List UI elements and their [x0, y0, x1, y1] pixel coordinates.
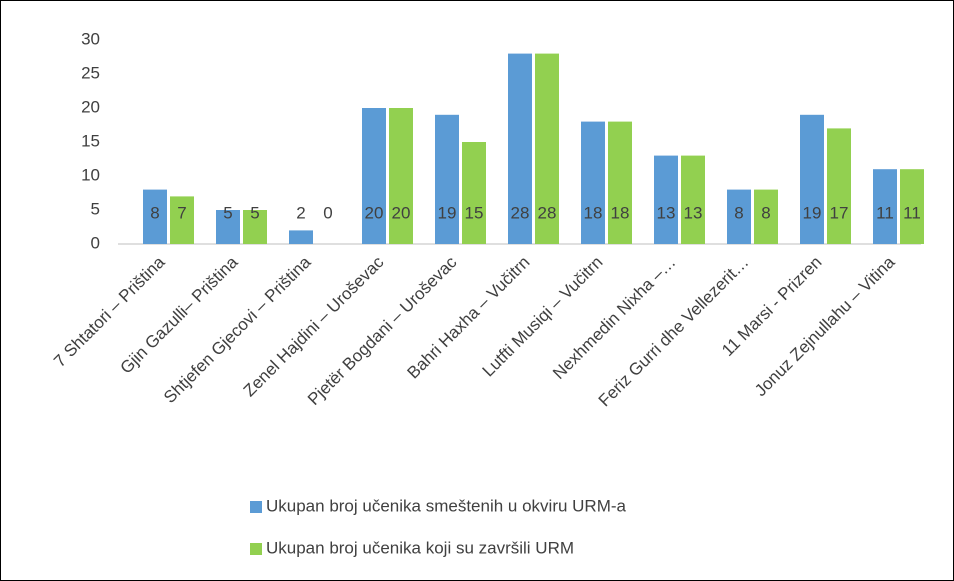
- bar: [289, 230, 313, 244]
- y-tick-label: 0: [91, 233, 100, 252]
- bar: [243, 210, 267, 244]
- legend-label: Ukupan broj učenika koji su završili URM: [266, 538, 574, 557]
- data-label: 17: [830, 203, 849, 222]
- bar: [362, 108, 386, 244]
- bar: [389, 108, 413, 244]
- bar: [143, 189, 167, 244]
- y-tick-label: 20: [81, 97, 100, 116]
- data-label: 18: [584, 203, 603, 222]
- data-label: 7: [177, 203, 186, 222]
- bar: [462, 142, 486, 244]
- data-label: 0: [323, 203, 332, 222]
- bar: [727, 189, 751, 244]
- bar: [535, 53, 559, 244]
- bar: [681, 155, 705, 244]
- data-label: 2: [296, 203, 305, 222]
- data-label: 8: [150, 203, 159, 222]
- data-label: 5: [223, 203, 232, 222]
- legend-label: Ukupan broj učenika smeštenih u okviru U…: [266, 496, 627, 515]
- bar: [754, 189, 778, 244]
- bar: [827, 128, 851, 244]
- data-label: 8: [761, 203, 770, 222]
- data-label: 5: [250, 203, 259, 222]
- data-label: 19: [438, 203, 457, 222]
- y-tick-label: 10: [81, 165, 100, 184]
- data-label: 20: [365, 203, 384, 222]
- legend-swatch: [250, 543, 262, 555]
- y-tick-label: 25: [81, 63, 100, 82]
- data-label: 28: [538, 203, 557, 222]
- bar: [873, 169, 897, 244]
- bar: [654, 155, 678, 244]
- data-label: 18: [611, 203, 630, 222]
- data-label: 11: [876, 203, 894, 222]
- data-label: 15: [465, 203, 484, 222]
- bar: [581, 121, 605, 244]
- bar: [608, 121, 632, 244]
- legend-swatch: [250, 501, 262, 513]
- bar: [216, 210, 240, 244]
- bar: [508, 53, 532, 244]
- y-tick-label: 30: [81, 29, 100, 48]
- data-label: 28: [511, 203, 530, 222]
- data-label: 13: [684, 203, 703, 222]
- bar: [435, 114, 459, 244]
- bar: [900, 169, 924, 244]
- data-label: 13: [657, 203, 676, 222]
- bar: [170, 196, 194, 244]
- data-label: 11: [903, 203, 921, 222]
- data-label: 20: [392, 203, 411, 222]
- y-tick-label: 5: [91, 199, 100, 218]
- bar: [800, 114, 824, 244]
- data-label: 19: [803, 203, 822, 222]
- y-tick-label: 15: [81, 131, 100, 150]
- data-label: 8: [734, 203, 743, 222]
